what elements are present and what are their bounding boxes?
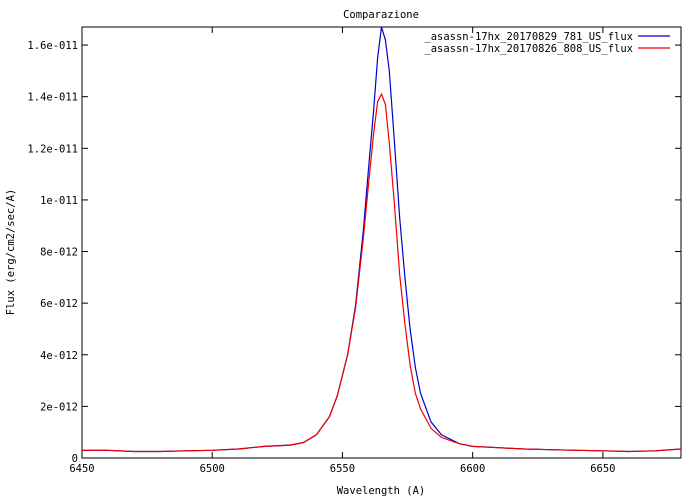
legend-label: _asassn-17hx_20170826_808_US_flux bbox=[424, 43, 633, 55]
y-tick-label: 1.2e-011 bbox=[27, 143, 78, 155]
x-tick-label: 6500 bbox=[200, 463, 225, 475]
y-tick-label: 1.6e-011 bbox=[27, 40, 78, 52]
x-tick-label: 6450 bbox=[69, 463, 94, 475]
x-axis-label: Wavelength (A) bbox=[337, 485, 426, 497]
y-tick-label: 1.4e-011 bbox=[27, 92, 78, 104]
x-tick-label: 6550 bbox=[330, 463, 355, 475]
series-line-1 bbox=[82, 26, 682, 453]
y-tick-label: 2e-012 bbox=[40, 401, 78, 413]
legend-label: _asassn-17hx_20170829_781_US_flux bbox=[424, 31, 633, 43]
chart-title: Comparazione bbox=[343, 9, 419, 21]
x-tick-label: 6650 bbox=[590, 463, 615, 475]
series-line-2 bbox=[82, 92, 682, 453]
y-tick-label: 4e-012 bbox=[40, 350, 78, 362]
y-tick-label: 6e-012 bbox=[40, 298, 78, 310]
plot-frame bbox=[81, 26, 682, 459]
y-tick-label: 0 bbox=[72, 453, 78, 465]
y-tick-label: 1e-011 bbox=[40, 195, 78, 207]
y-axis-label: Flux (erg/cm2/sec/A) bbox=[5, 189, 17, 315]
x-tick-label: 6600 bbox=[460, 463, 485, 475]
y-tick-label: 8e-012 bbox=[40, 247, 78, 259]
